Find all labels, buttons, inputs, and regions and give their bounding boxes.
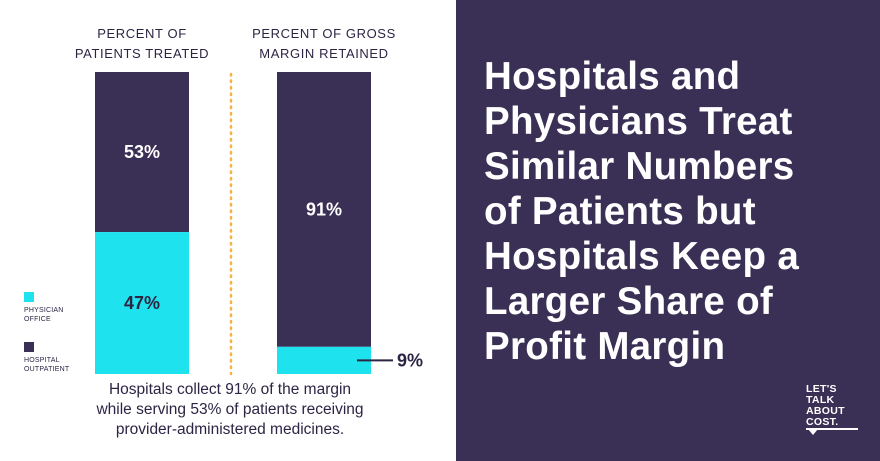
lets-talk-about-cost-logo: LET'S TALK ABOUT COST.: [806, 384, 845, 428]
headline-line: Hospitals and: [484, 55, 741, 98]
caption-line: while serving 53% of patients receiving: [96, 401, 364, 418]
legend-label-line: OUTPATIENT: [24, 366, 70, 373]
legend-swatch-hospital-outpatient: [24, 342, 34, 352]
legend-label-line: PHYSICIAN: [24, 307, 64, 314]
column-title-line: PERCENT OF: [97, 26, 187, 41]
column-title-line: MARGIN RETAINED: [259, 46, 389, 61]
headline-panel: [456, 0, 880, 461]
legend-label-physician-office: PHYSICIAN OFFICE: [24, 306, 64, 324]
logo-underline: [806, 428, 858, 430]
data-label-hospital-outpatient: 91%: [306, 199, 342, 219]
bar-segment-hospital-outpatient: [95, 72, 189, 233]
bar-segment-physician-office: [95, 232, 189, 374]
headline-line: Profit Margin: [484, 325, 726, 368]
headline-line: Hospitals Keep a: [484, 235, 800, 278]
headline-line: Physicians Treat: [484, 100, 793, 143]
logo-line: COST.: [806, 416, 839, 428]
chart-caption: Hospitals collect 91% of the margin whil…: [40, 380, 420, 440]
chart-panel: PERCENT OF PATIENTS TREATED PERCENT OF G…: [24, 24, 424, 440]
headline-line: Similar Numbers: [484, 145, 795, 188]
logo-line: TALK: [806, 394, 835, 406]
headline: Hospitals and Physicians Treat Similar N…: [484, 54, 874, 369]
legend-label-line: HOSPITAL: [24, 357, 60, 364]
bar-segment-hospital-outpatient: [277, 72, 371, 347]
caption-line: Hospitals collect 91% of the margin: [108, 381, 352, 398]
legend-label-line: OFFICE: [24, 316, 51, 323]
data-label-physician-office: 47%: [124, 293, 160, 313]
speech-bubble-tail-icon: [808, 429, 818, 435]
data-label-hospital-outpatient: 53%: [124, 142, 160, 162]
column-title-line: PATIENTS TREATED: [74, 46, 210, 61]
legend-swatch-physician-office: [24, 292, 34, 302]
column-title-patients: PERCENT OF PATIENTS TREATED: [62, 24, 222, 64]
headline-line: Larger Share of: [484, 280, 774, 323]
stacked-bar-chart: 53% 47% 91% 9%: [95, 72, 423, 376]
column-title-line: PERCENT OF GROSS: [252, 26, 396, 41]
headline-line: of Patients but: [484, 190, 756, 233]
logo-line: LET'S: [806, 383, 837, 395]
column-title-margin: PERCENT OF GROSS MARGIN RETAINED: [244, 24, 404, 64]
caption-line: provider-administered medicines.: [115, 421, 345, 438]
logo-line: ABOUT: [806, 405, 845, 417]
data-label-physician-office: 9%: [397, 350, 423, 370]
bar-segment-physician-office: [277, 346, 371, 374]
legend-label-hospital-outpatient: HOSPITAL OUTPATIENT: [24, 356, 69, 374]
